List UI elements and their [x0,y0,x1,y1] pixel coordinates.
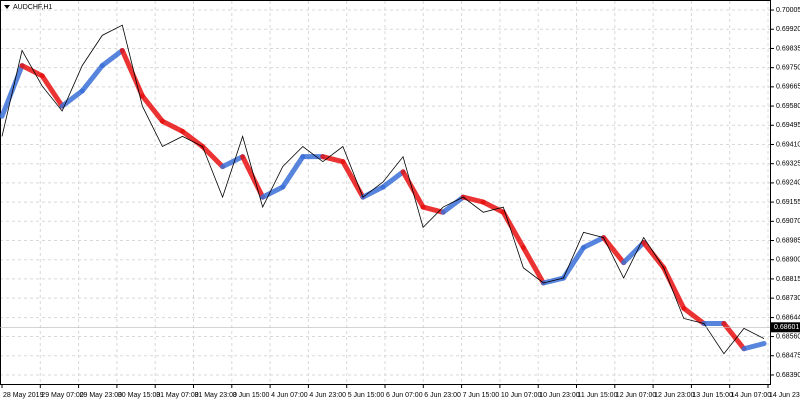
trend-segment [360,184,386,200]
trend-segment [520,245,546,286]
trend-segment [340,159,366,200]
x-tick-label: 7 Jun 15:00 [463,392,500,399]
trend-segment [581,235,607,251]
x-tick-label: 6 Jun 23:00 [424,392,461,399]
x-tick-label: 14 Jun 07:00 [731,392,772,399]
trend-segment [0,63,25,119]
x-tick-label: 31 May 07:00 [156,392,199,399]
grid [0,1,770,384]
price-line [1,24,765,355]
trend-segment [621,240,647,266]
trend-segment [19,63,45,79]
last-price-box [771,322,800,333]
y-tick-label: 0.69155 [776,199,800,206]
y-tick-label: 0.68730 [776,295,800,302]
x-tick-label: 30 May 15:00 [118,392,161,399]
trend-segment [39,73,65,109]
y-tick-label: 0.69240 [776,180,800,187]
chart-title: AUDCHF,H1 [13,4,52,11]
trend-segment [119,47,145,99]
x-tick-label: 10 Jun 23:00 [539,392,580,399]
trend-segment [260,184,286,200]
trend-segment [200,144,226,170]
x-tick-label: 4 Jun 23:00 [309,392,346,399]
trend-segment [641,240,667,271]
trend-segment [420,204,446,215]
trend-segment [480,199,506,215]
trend-segment [741,341,767,352]
x-tick-label: 14 Jun 23:00 [769,392,800,399]
trend-segment [681,305,707,326]
y-tick-label: 0.69920 [776,26,800,33]
y-tick-label: 0.68644 [776,314,800,321]
x-tick-label: 29 May 23:00 [80,392,123,399]
trend-segment [79,63,105,94]
y-tick-label: 0.70005 [776,7,800,14]
x-tick-label: 6 Jun 07:00 [386,392,423,399]
y-tick-label: 0.69750 [776,65,800,72]
y-tick-label: 0.69665 [776,84,800,91]
y-tick-label: 0.68560 [776,333,800,340]
y-tick-label: 0.69495 [776,122,800,129]
last-price-label: 0.68601 [774,324,799,331]
y-tick-label: 0.69835 [776,45,800,52]
trend-segment [460,194,486,205]
x-tick-label: 29 May 07:00 [41,392,84,399]
trend-segment [99,47,125,69]
y-tick-label: 0.68900 [776,257,800,264]
trend-segment [320,154,346,165]
x-tick-label: 12 Jun 07:00 [616,392,657,399]
y-tick-label: 0.69325 [776,161,800,168]
trend-segment [601,235,627,266]
y-tick-label: 0.68390 [776,372,800,379]
y-tick-label: 0.68475 [776,353,800,360]
trend-segment [661,265,687,311]
trend-segment [280,154,306,190]
x-tick-label: 12 Jun 23:00 [654,392,695,399]
x-tick-label: 31 May 23:00 [195,392,238,399]
trend-segment [240,154,266,200]
y-tick-label: 0.69410 [776,141,800,148]
x-tick-label: 28 May 2019 [3,392,44,399]
y-tick-label: 0.68815 [776,276,800,283]
menu-arrow[interactable] [4,5,10,9]
trend-segment [721,320,747,352]
trend-segment [159,118,185,134]
y-tick-label: 0.69070 [776,218,800,225]
trend-segment [400,169,426,210]
x-tick-label: 10 Jun 07:00 [501,392,542,399]
x-tick-label: 5 Jun 15:00 [348,392,385,399]
trend-segment [560,245,587,281]
trend-segment [139,93,165,124]
x-tick-label: 4 Jun 07:00 [271,392,308,399]
x-tick-label: 13 Jun 15:00 [692,392,733,399]
x-tick-label: 3 Jun 15:00 [233,392,270,399]
trend-segment [220,154,246,170]
trend-segment [380,169,406,190]
y-tick-label: 0.69580 [776,103,800,110]
trend-segment [179,128,206,150]
y-tick-label: 0.68985 [776,237,800,244]
trend-segment [440,194,466,215]
x-tick-label: 11 Jun 15:00 [578,392,618,399]
